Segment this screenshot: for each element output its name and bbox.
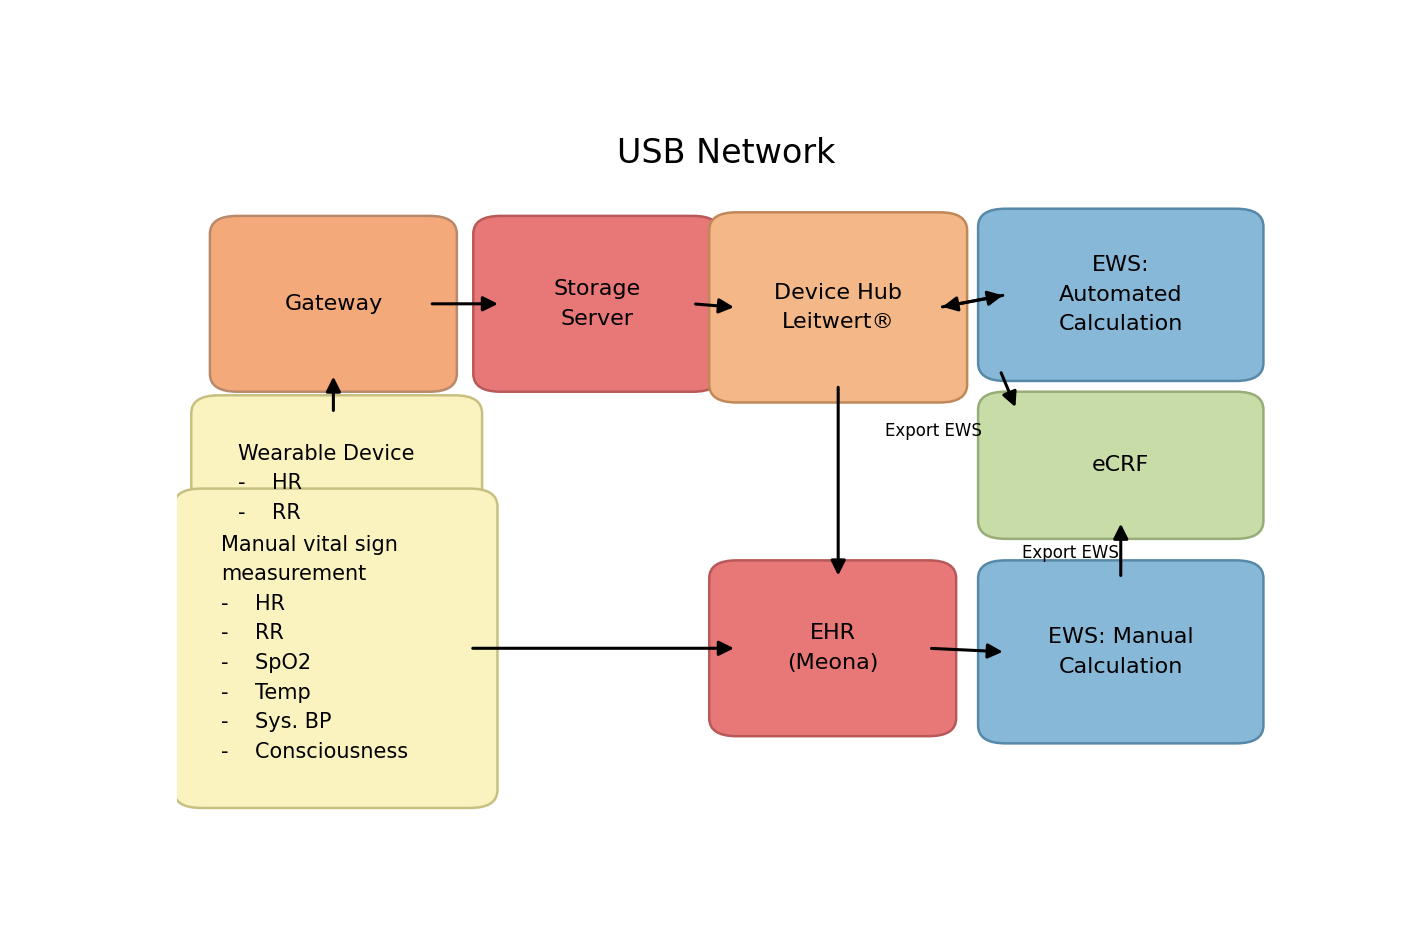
Text: EWS: Manual
Calculation: EWS: Manual Calculation xyxy=(1048,627,1194,677)
Text: Storage
Server: Storage Server xyxy=(554,279,640,329)
Text: EHR
(Meona): EHR (Meona) xyxy=(787,624,878,673)
Text: Device Hub
Leitwert®: Device Hub Leitwert® xyxy=(775,282,902,332)
Text: Export EWS: Export EWS xyxy=(885,422,981,440)
FancyBboxPatch shape xyxy=(210,216,457,391)
Text: Wearable Device
-    HR
-    RR: Wearable Device - HR - RR xyxy=(238,444,415,523)
FancyBboxPatch shape xyxy=(978,560,1263,744)
FancyBboxPatch shape xyxy=(978,391,1263,539)
Text: USB Network: USB Network xyxy=(616,137,835,170)
Text: eCRF: eCRF xyxy=(1092,455,1150,475)
Text: Manual vital sign
measurement
-    HR
-    RR
-    SpO2
-    Temp
-    Sys. BP
-: Manual vital sign measurement - HR - RR … xyxy=(221,535,408,761)
Text: EWS:
Automated
Calculation: EWS: Automated Calculation xyxy=(1059,255,1182,335)
FancyBboxPatch shape xyxy=(473,216,721,391)
FancyBboxPatch shape xyxy=(709,212,967,403)
FancyBboxPatch shape xyxy=(174,488,497,808)
Text: Export EWS: Export EWS xyxy=(1022,544,1119,562)
FancyBboxPatch shape xyxy=(978,209,1263,381)
Text: Gateway: Gateway xyxy=(285,294,382,314)
FancyBboxPatch shape xyxy=(191,395,481,571)
FancyBboxPatch shape xyxy=(709,560,956,736)
